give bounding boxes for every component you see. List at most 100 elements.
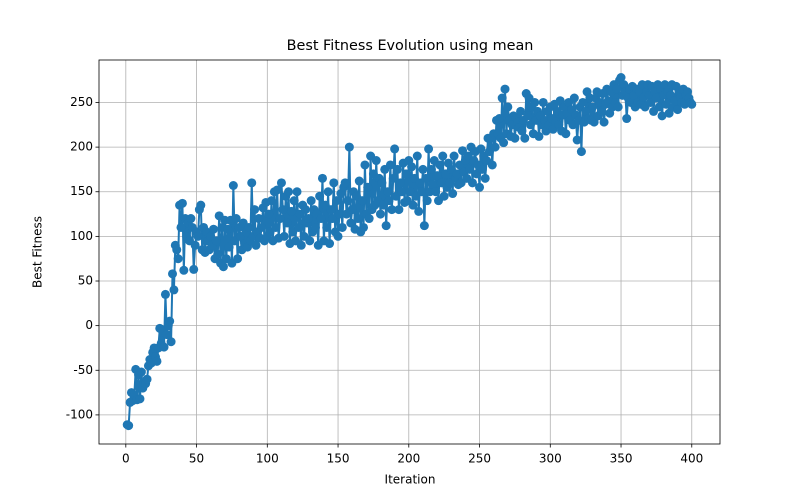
point	[494, 114, 504, 124]
point	[271, 222, 281, 232]
y-axis-label: Best Fitness	[31, 216, 45, 288]
x-axis-label: Iteration	[385, 473, 436, 487]
point	[426, 164, 436, 174]
point	[401, 169, 411, 179]
point	[159, 342, 169, 352]
point	[408, 200, 418, 210]
point	[228, 181, 238, 191]
point	[500, 84, 510, 94]
point	[383, 187, 393, 197]
point	[458, 146, 468, 156]
point	[166, 337, 176, 347]
point	[572, 135, 582, 145]
point	[395, 178, 405, 188]
point	[325, 239, 335, 249]
point	[523, 111, 533, 121]
point	[576, 147, 586, 157]
x-tick-label: 250	[468, 452, 491, 466]
point	[422, 196, 432, 206]
point	[487, 160, 497, 170]
point	[315, 191, 325, 201]
point	[322, 222, 332, 232]
point	[276, 178, 286, 188]
point	[213, 249, 223, 259]
point	[160, 289, 170, 299]
point	[251, 240, 261, 250]
point	[329, 178, 339, 188]
point	[359, 222, 369, 232]
x-tick-label: 300	[539, 452, 562, 466]
point	[247, 178, 257, 188]
point	[438, 151, 448, 161]
x-tick-label: 50	[189, 452, 204, 466]
y-tick-label: 0	[85, 318, 93, 332]
point	[467, 178, 477, 188]
point	[292, 187, 302, 197]
point	[596, 106, 606, 116]
point	[250, 205, 260, 215]
point	[477, 164, 487, 174]
point	[530, 97, 540, 107]
point	[179, 265, 189, 275]
point	[224, 242, 234, 252]
point	[162, 330, 172, 340]
chart-title: Best Fitness Evolution using mean	[287, 38, 534, 54]
point	[390, 144, 400, 154]
point	[578, 97, 588, 107]
point	[343, 196, 353, 206]
point	[334, 209, 344, 219]
point	[254, 214, 264, 224]
point	[431, 187, 441, 197]
point	[136, 367, 146, 377]
point	[173, 254, 183, 264]
point	[499, 138, 509, 148]
point	[497, 93, 507, 103]
point	[375, 209, 385, 219]
point	[209, 224, 219, 234]
point	[385, 160, 395, 170]
point	[344, 142, 354, 152]
point	[534, 131, 544, 141]
point	[417, 187, 427, 197]
point	[317, 173, 327, 183]
x-tick-label: 400	[680, 452, 703, 466]
x-tick-label: 150	[327, 452, 350, 466]
point	[306, 196, 316, 206]
point	[176, 222, 186, 232]
y-tick-label: -50	[73, 363, 93, 377]
point	[397, 187, 407, 197]
point	[327, 214, 337, 224]
point	[211, 236, 221, 246]
point	[448, 189, 458, 199]
point	[310, 222, 320, 232]
point	[152, 356, 162, 366]
point	[449, 151, 459, 161]
point	[588, 102, 598, 112]
point	[561, 129, 571, 139]
point	[377, 178, 387, 188]
point	[516, 106, 526, 116]
point	[421, 173, 431, 183]
point	[439, 191, 449, 201]
x-tick-label: 350	[610, 452, 633, 466]
point	[278, 205, 288, 215]
point	[388, 173, 398, 183]
point	[172, 245, 182, 255]
point	[475, 182, 485, 192]
point	[654, 102, 664, 112]
point	[363, 182, 373, 192]
point	[616, 72, 626, 82]
point	[353, 214, 363, 224]
point	[660, 80, 670, 90]
point	[538, 97, 548, 107]
point	[651, 93, 661, 103]
point	[186, 214, 196, 224]
point	[480, 173, 490, 183]
point	[165, 316, 175, 326]
point	[452, 169, 462, 179]
point	[360, 160, 370, 170]
point	[244, 222, 254, 232]
point	[340, 178, 350, 188]
point	[190, 240, 200, 250]
